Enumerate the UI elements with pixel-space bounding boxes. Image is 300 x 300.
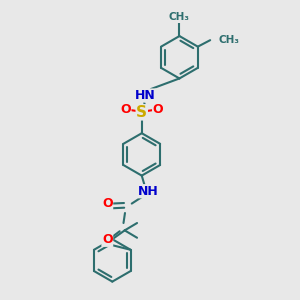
Text: S: S — [136, 105, 147, 120]
Text: CH₃: CH₃ — [169, 13, 190, 22]
Text: CH₃: CH₃ — [218, 35, 239, 45]
Text: O: O — [102, 197, 112, 210]
Text: O: O — [120, 103, 131, 116]
Text: O: O — [153, 103, 163, 116]
Text: HN: HN — [135, 89, 156, 102]
Text: NH: NH — [138, 185, 159, 198]
Text: O: O — [102, 233, 112, 246]
